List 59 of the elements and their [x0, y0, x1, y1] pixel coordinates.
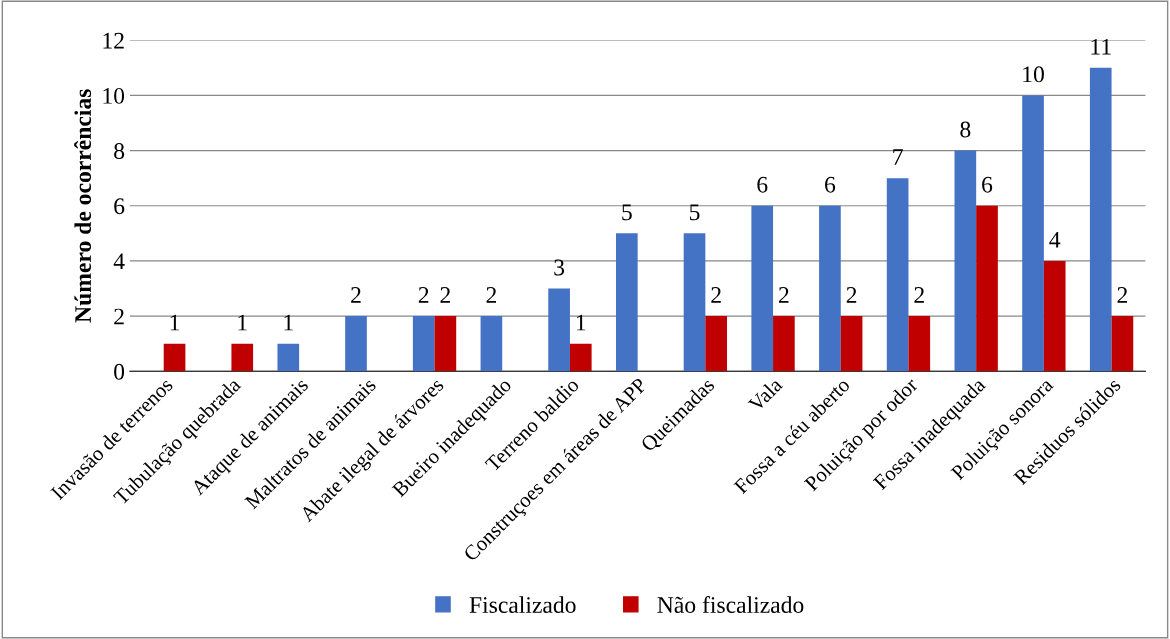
- bar: [434, 316, 457, 372]
- data-label: 2: [486, 287, 497, 303]
- bar: [569, 343, 592, 372]
- legend-label: Não fiscalizado: [657, 596, 804, 613]
- data-label: 1: [170, 314, 180, 331]
- bar: [976, 205, 998, 372]
- data-label: 2: [418, 287, 429, 303]
- data-label: 6: [757, 176, 768, 193]
- data-label: 7: [893, 149, 903, 165]
- bar: [908, 316, 931, 372]
- bar: [345, 316, 367, 372]
- data-label: 2: [351, 287, 361, 303]
- y-tick-label: 6: [114, 198, 125, 215]
- bar: [163, 343, 186, 372]
- bar: [705, 316, 728, 372]
- y-tick-label: 8: [114, 143, 125, 160]
- bar: [1089, 67, 1112, 372]
- y-axis-title: Número de ocorrências: [74, 89, 92, 323]
- data-label: 1: [284, 314, 293, 331]
- data-label: 5: [622, 204, 632, 221]
- data-label: 6: [982, 176, 993, 193]
- bar: [819, 205, 841, 372]
- bar: [480, 316, 503, 372]
- bar: [773, 316, 795, 372]
- data-label: 2: [914, 287, 924, 303]
- y-tick-label: 10: [103, 87, 125, 104]
- bar: [751, 205, 774, 372]
- x-tick-label: Vala: [747, 376, 784, 413]
- y-tick-label: 0: [114, 363, 125, 380]
- bar: [277, 343, 300, 372]
- data-label: 2: [440, 287, 450, 303]
- bar: [1111, 316, 1134, 372]
- bar: [412, 316, 435, 372]
- bar: [1022, 95, 1044, 372]
- data-label: 1: [576, 314, 586, 331]
- data-label: 6: [825, 176, 836, 193]
- data-label: 5: [689, 204, 700, 221]
- data-label: 4: [1049, 232, 1061, 248]
- bar: [1043, 260, 1066, 372]
- y-tick-label: 2: [114, 308, 124, 325]
- data-label: 2: [779, 287, 789, 303]
- data-label: 10: [1023, 66, 1044, 83]
- data-label: 1: [238, 314, 247, 331]
- bar: [548, 288, 570, 372]
- bar: [615, 233, 638, 372]
- bar: [683, 233, 706, 372]
- data-label: 8: [960, 121, 971, 138]
- data-label: 11: [1091, 38, 1111, 55]
- bar: [840, 316, 863, 372]
- y-tick-label: 12: [103, 32, 124, 49]
- bar: [954, 150, 977, 372]
- bar: [231, 343, 254, 372]
- bar: [886, 178, 909, 372]
- data-label: 2: [1117, 287, 1128, 303]
- data-label: 2: [711, 287, 721, 303]
- y-tick-label: 4: [113, 253, 125, 270]
- legend-label: Fiscalizado: [469, 596, 576, 613]
- data-label: 2: [846, 287, 857, 303]
- data-label: 3: [554, 259, 565, 276]
